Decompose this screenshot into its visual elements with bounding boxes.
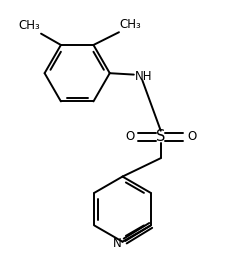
Text: NH: NH bbox=[135, 70, 152, 82]
Text: O: O bbox=[125, 130, 134, 143]
Text: CH₃: CH₃ bbox=[119, 18, 141, 31]
Text: S: S bbox=[155, 130, 165, 144]
Text: CH₃: CH₃ bbox=[18, 19, 39, 32]
Text: N: N bbox=[113, 237, 121, 250]
Text: O: O bbox=[186, 130, 195, 143]
